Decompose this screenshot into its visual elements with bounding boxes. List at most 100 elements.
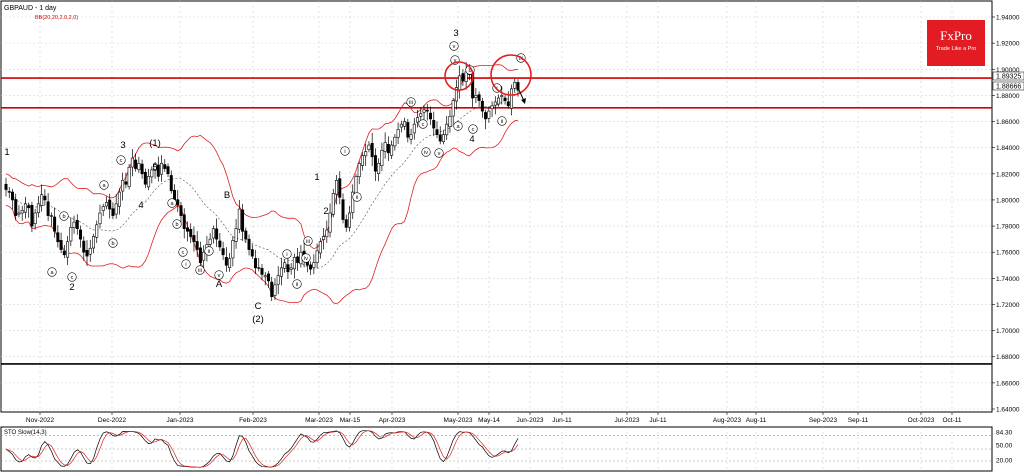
candle-body: [62, 250, 66, 256]
horizontal-levels: [1, 77, 992, 365]
sub-wave-circle: [178, 247, 188, 257]
fxpro-logo[interactable]: [927, 20, 985, 66]
y-tick-label: 1.90000: [996, 67, 1020, 74]
y-tick-label: 1.70000: [996, 328, 1020, 335]
candle-body: [406, 122, 410, 138]
candle-body: [510, 88, 514, 109]
candle-body: [451, 100, 455, 117]
candle-body: [195, 241, 199, 250]
candle-body: [292, 257, 296, 270]
x-tick-label: Jun-11: [552, 417, 572, 424]
resistance-price-label: 1.89325: [996, 74, 1021, 81]
sub-wave-label: a: [102, 183, 106, 189]
candle-body: [72, 221, 76, 228]
candle-body: [312, 262, 316, 268]
candle-body: [487, 110, 491, 119]
candle-body: [134, 159, 138, 169]
candle-body: [273, 284, 277, 296]
candle-body: [211, 228, 215, 239]
sub-wave-circle: [47, 267, 57, 277]
sub-wave-label: iv: [424, 150, 428, 156]
wave-label: 3: [453, 28, 458, 39]
sub-wave-label: a: [170, 201, 174, 207]
support-price-label: 1.88666: [996, 84, 1021, 91]
sub-wave-circle: [195, 265, 205, 275]
candle-body: [503, 97, 507, 101]
candle-body: [215, 228, 219, 240]
candle-body: [322, 236, 326, 240]
candle-body: [179, 205, 183, 216]
time-axis: Nov-2022 Dec-2022 Jan-2023 Feb-2023 Mar-2023…: [26, 412, 962, 424]
candle-body: [40, 194, 44, 206]
sub-wave-label: iii: [198, 268, 202, 274]
x-tick-label: Oct-2023: [908, 417, 935, 424]
candle-body: [500, 95, 504, 98]
x-tick-label: Sep-11: [848, 417, 869, 424]
candle-body: [289, 267, 293, 270]
candle-body: [445, 123, 449, 136]
candle-body: [228, 258, 232, 268]
candle-body: [347, 212, 351, 228]
wave-label: 1: [4, 147, 9, 158]
candle-body: [244, 230, 248, 240]
sub-wave-label: v: [438, 151, 441, 157]
candle-body: [506, 101, 510, 107]
candle-body: [266, 273, 270, 282]
candle-body: [328, 212, 332, 233]
candle-body: [354, 176, 358, 195]
stochastic-level-high: 84.30: [996, 430, 1013, 437]
x-tick-label: Aug-2023: [713, 417, 742, 424]
wave-annotations: 1234(1)5BAC(2)1234abcabcabciiiiiiviiiivi…: [4, 28, 526, 325]
candle-body: [490, 105, 494, 110]
sub-wave-label: c: [422, 122, 425, 128]
candle-body: [386, 144, 390, 154]
wave-label: (2): [252, 314, 264, 325]
candle-body: [403, 121, 407, 127]
sub-wave-label: iii: [409, 100, 413, 106]
x-tick-label: Mar-15: [340, 417, 361, 424]
x-tick-label: May-14: [478, 417, 500, 424]
candle-body: [33, 212, 37, 224]
candle-body: [309, 264, 313, 270]
candle-body: [14, 199, 18, 216]
candle-body: [59, 240, 63, 250]
candle-body: [409, 134, 413, 140]
sub-wave-circle: [497, 116, 507, 126]
sub-wave-label: i: [185, 262, 186, 268]
candle-body: [344, 219, 348, 228]
candle-body: [10, 191, 14, 201]
candle-body: [493, 101, 497, 106]
sub-wave-circle: [172, 219, 182, 229]
sub-wave-label: iii: [306, 239, 310, 245]
candle-body: [263, 275, 267, 278]
y-tick-label: 1.84000: [996, 145, 1020, 152]
candle-body: [370, 142, 374, 158]
y-tick-label: 1.74000: [996, 276, 1020, 283]
candle-body: [412, 123, 416, 134]
sub-wave-circle: [406, 97, 416, 107]
candle-body: [429, 112, 433, 120]
candle-body: [315, 250, 319, 263]
y-tick-label: 1.72000: [996, 302, 1020, 309]
sub-wave-circle: [116, 155, 126, 165]
y-tick-label: 1.76000: [996, 250, 1020, 257]
candle-body: [150, 169, 154, 178]
candle-body: [208, 238, 212, 245]
candle-body: [497, 97, 501, 105]
candle-body: [425, 109, 429, 112]
candle-body: [296, 256, 300, 263]
y-tick-label: 1.88000: [996, 93, 1020, 100]
bollinger-upper: [5, 64, 519, 250]
sub-wave-label: i: [286, 252, 287, 258]
sub-wave-label: v: [454, 58, 457, 64]
candle-body: [399, 123, 403, 128]
symbol-title: GBPAUD - 1 day: [4, 5, 57, 12]
candle-body: [66, 241, 70, 258]
sub-wave-circle: [59, 211, 69, 221]
candle-body: [474, 95, 478, 98]
candle-body: [98, 212, 102, 225]
candle-body: [153, 164, 157, 171]
sub-wave-circle: [204, 246, 214, 256]
sub-wave-label: b: [111, 241, 114, 247]
